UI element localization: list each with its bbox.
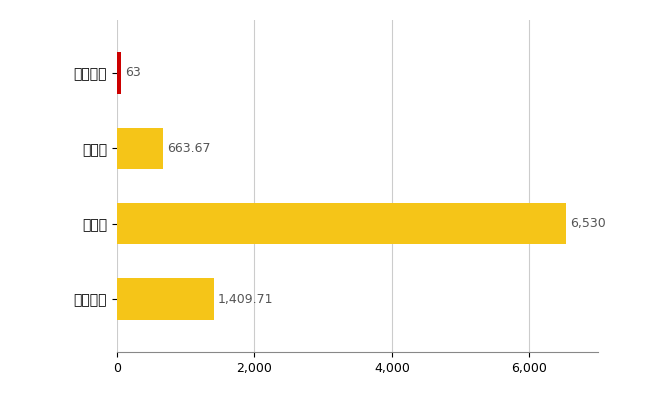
Bar bbox=[117, 52, 122, 94]
Bar bbox=[117, 278, 214, 320]
Text: 6,530: 6,530 bbox=[570, 217, 606, 230]
Text: 663.67: 663.67 bbox=[167, 142, 210, 155]
Bar bbox=[117, 128, 162, 169]
Text: 63: 63 bbox=[125, 66, 141, 79]
Bar bbox=[117, 203, 566, 244]
Text: 1,409.71: 1,409.71 bbox=[218, 293, 274, 306]
